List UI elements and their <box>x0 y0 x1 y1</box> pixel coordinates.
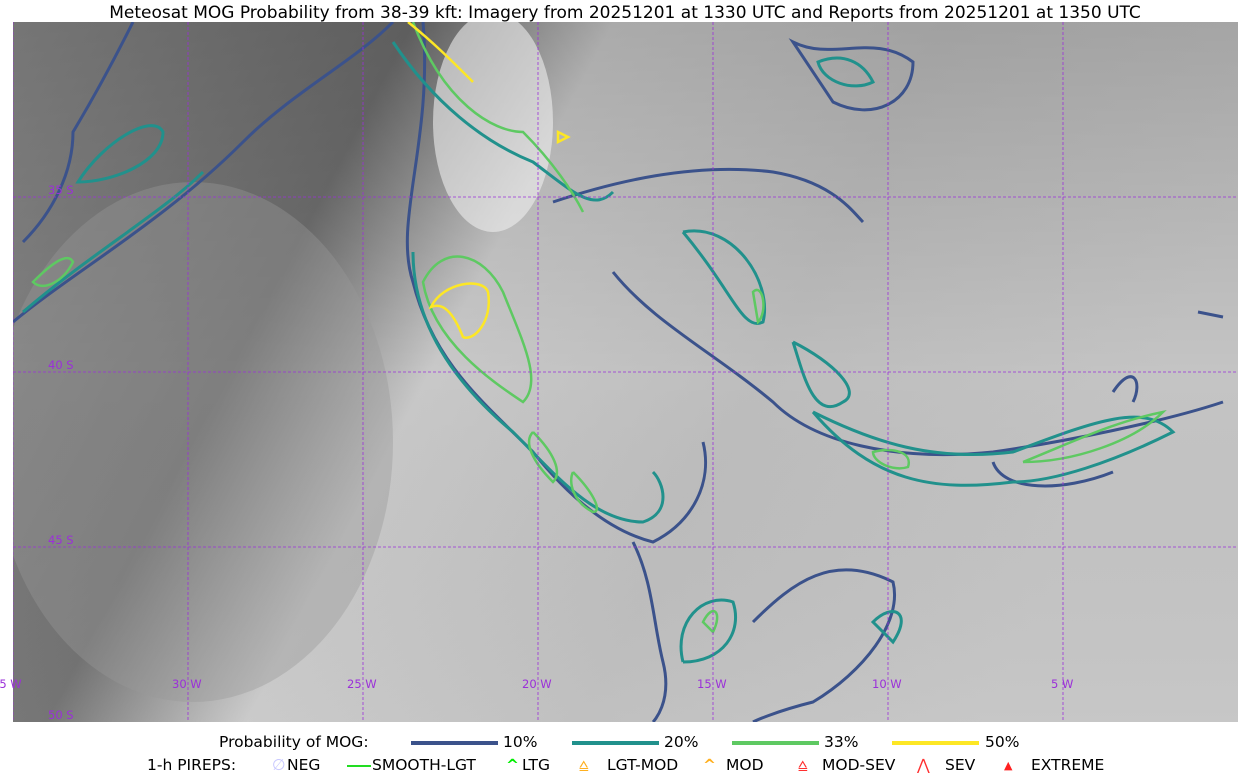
lon-label: 20 W <box>522 677 552 691</box>
pireps-legend-label: 1-h PIREPS: <box>147 756 237 774</box>
legend-label: EXTREME <box>1031 756 1105 774</box>
contour-33-percent <box>31 22 1167 635</box>
legend-label: LTG <box>522 756 550 774</box>
lat-label: 45 S <box>48 533 74 547</box>
legend-swatch-10 <box>411 741 498 745</box>
legend-label: NEG <box>287 756 321 774</box>
legend-label: MOD-SEV <box>822 756 896 774</box>
lat-label: 50 S <box>48 708 74 722</box>
graticule <box>13 22 1238 722</box>
caret-icon: ^ <box>506 756 519 774</box>
legend-label: 50% <box>985 733 1020 751</box>
neg-icon: ∅ <box>272 756 286 774</box>
lat-label: 35 S <box>48 183 74 197</box>
contour-20-percent <box>22 41 1176 664</box>
double-caret-bar-icon: ⩠ <box>798 756 808 774</box>
legend-label: 10% <box>503 733 538 751</box>
pireps-legend: 1-h PIREPS: ∅ NEG SMOOTH-LGT ^ LTG ⩠ LGT… <box>0 756 1250 776</box>
lon-label: 15 W <box>697 677 727 691</box>
contour-50-percent <box>407 22 571 339</box>
satellite-map <box>13 22 1238 722</box>
legend-label: MOD <box>726 756 764 774</box>
legend-swatch-20 <box>572 741 659 745</box>
legend-label: SEV <box>945 756 976 774</box>
lon-label: 10 W <box>872 677 902 691</box>
smooth-line-icon <box>347 765 371 767</box>
double-caret-icon: ⋀ <box>917 756 930 774</box>
legend-label: 20% <box>664 733 699 751</box>
lon-label: 35 W <box>0 677 22 691</box>
lon-label: 5 W <box>1051 677 1074 691</box>
probability-legend: Probability of MOG: 10% 20% 33% 50% <box>0 733 1250 753</box>
legend-label: 33% <box>824 733 859 751</box>
legend-swatch-33 <box>732 741 819 745</box>
lon-label: 30 W <box>172 677 202 691</box>
lon-label: 25 W <box>347 677 377 691</box>
filled-triangle-icon: ▲ <box>1004 759 1013 772</box>
legend-swatch-50 <box>892 741 979 745</box>
caret-bar-icon: ⩠ <box>579 756 589 774</box>
probability-legend-label: Probability of MOG: <box>219 733 369 751</box>
chart-title: Meteosat MOG Probability from 38-39 kft:… <box>109 3 1141 23</box>
caret-icon: ^ <box>703 756 716 774</box>
legend-label: LGT-MOD <box>607 756 679 774</box>
lat-label: 40 S <box>48 358 74 372</box>
legend-label: SMOOTH-LGT <box>372 756 476 774</box>
